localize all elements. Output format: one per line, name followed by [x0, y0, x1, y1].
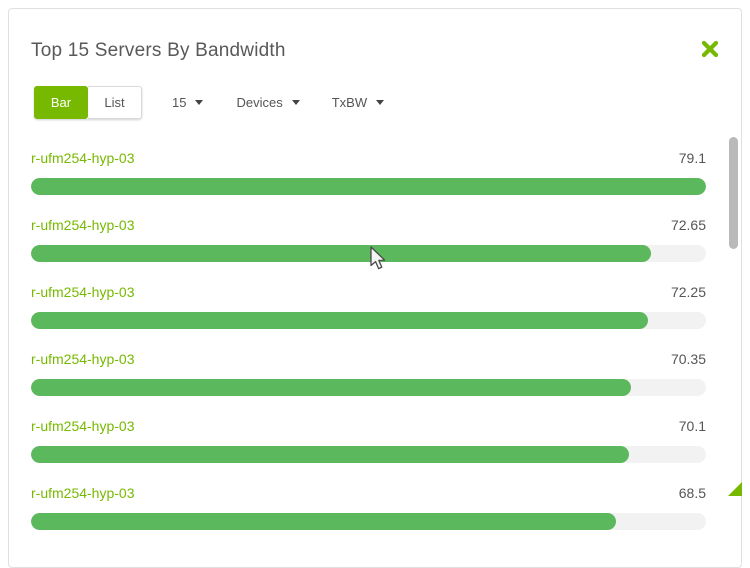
list-view-button[interactable]: List — [88, 86, 142, 119]
bar-chart: r-ufm254-hyp-03 79.1 r-ufm254-hyp-03 72.… — [31, 150, 706, 552]
chart-row: r-ufm254-hyp-03 79.1 — [31, 150, 706, 195]
chart-row-head: r-ufm254-hyp-03 68.5 — [31, 485, 706, 502]
bar-fill — [31, 379, 632, 396]
chart-row-head: r-ufm254-hyp-03 70.35 — [31, 351, 706, 368]
metric-dropdown-value: TxBW — [331, 95, 368, 110]
bar-track — [31, 178, 706, 195]
chart-row-head: r-ufm254-hyp-03 72.65 — [31, 217, 706, 234]
bar-fill — [31, 178, 706, 195]
bar-fill — [31, 446, 630, 463]
chart-row: r-ufm254-hyp-03 72.25 — [31, 284, 706, 329]
chart-row: r-ufm254-hyp-03 70.35 — [31, 351, 706, 396]
server-label[interactable]: r-ufm254-hyp-03 — [31, 217, 135, 233]
chart-row: r-ufm254-hyp-03 72.65 — [31, 217, 706, 262]
entity-dropdown[interactable]: Devices — [236, 95, 300, 110]
panel-title: Top 15 Servers By Bandwidth — [31, 40, 286, 61]
value-label: 70.1 — [678, 418, 706, 434]
top-servers-panel: Top 15 Servers By Bandwidth Bar List 15 … — [8, 8, 742, 568]
bar-fill — [31, 312, 648, 329]
chevron-down-icon — [291, 100, 300, 105]
close-button[interactable] — [699, 39, 721, 61]
value-label: 68.5 — [678, 485, 706, 501]
chart-row: r-ufm254-hyp-03 70.1 — [31, 418, 706, 463]
value-label: 72.25 — [670, 284, 706, 300]
bar-track — [31, 245, 706, 262]
server-label[interactable]: r-ufm254-hyp-03 — [31, 485, 135, 501]
value-label: 79.1 — [678, 150, 706, 166]
chart-row: r-ufm254-hyp-03 68.5 — [31, 485, 706, 530]
bar-track — [31, 312, 706, 329]
metric-dropdown[interactable]: TxBW — [331, 95, 385, 110]
bar-track — [31, 379, 706, 396]
bar-view-button[interactable]: Bar — [34, 86, 88, 119]
bar-fill — [31, 513, 616, 530]
count-dropdown-value: 15 — [172, 95, 187, 110]
chart-row-head: r-ufm254-hyp-03 70.1 — [31, 418, 706, 435]
server-label[interactable]: r-ufm254-hyp-03 — [31, 351, 135, 367]
bar-track — [31, 446, 706, 463]
view-toggle: Bar List — [34, 86, 142, 119]
chart-row-head: r-ufm254-hyp-03 79.1 — [31, 150, 706, 167]
entity-dropdown-value: Devices — [236, 95, 283, 110]
count-dropdown[interactable]: 15 — [172, 95, 204, 110]
close-icon — [701, 40, 719, 61]
bar-fill — [31, 245, 651, 262]
chevron-down-icon — [195, 100, 204, 105]
server-label[interactable]: r-ufm254-hyp-03 — [31, 150, 135, 166]
server-label[interactable]: r-ufm254-hyp-03 — [31, 418, 135, 434]
chart-row-head: r-ufm254-hyp-03 72.25 — [31, 284, 706, 301]
bar-track — [31, 513, 706, 530]
server-label[interactable]: r-ufm254-hyp-03 — [31, 284, 135, 300]
chart-toolbar: Bar List 15 Devices TxBW — [34, 86, 385, 119]
value-label: 72.65 — [670, 217, 706, 233]
resize-handle-icon[interactable] — [728, 482, 742, 496]
scrollbar-thumb[interactable] — [729, 137, 738, 249]
value-label: 70.35 — [670, 351, 706, 367]
chevron-down-icon — [376, 100, 385, 105]
